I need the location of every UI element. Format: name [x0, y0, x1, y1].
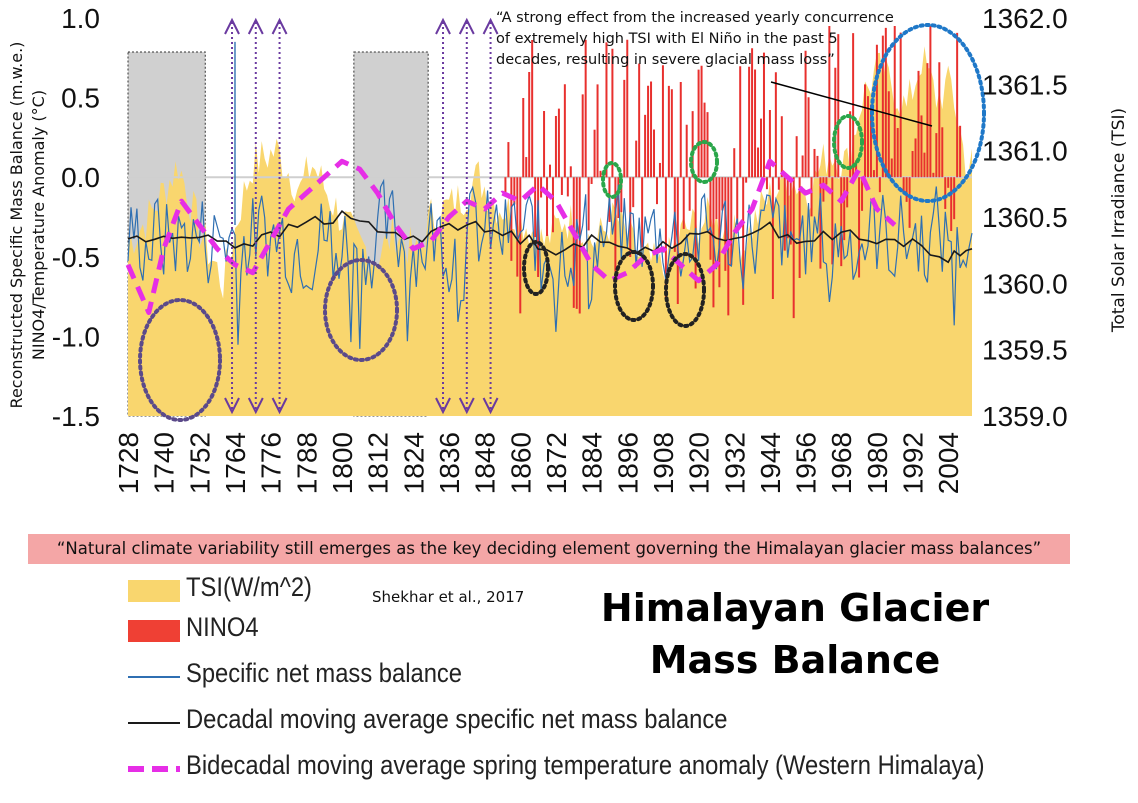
title-line-2: Mass Balance [649, 638, 941, 682]
quote-text: “Natural climate variability still emerg… [56, 539, 1042, 558]
arrow-head-up [458, 17, 475, 35]
x-tick-label: 1884 [577, 432, 608, 494]
arrow-head-down [435, 397, 451, 415]
double-arrow-2 [271, 17, 288, 415]
tsi-area [128, 46, 972, 416]
legend-label-tsi: TSI(W/m^2) [186, 572, 312, 602]
y-left-tick-label: -1.5 [52, 401, 100, 432]
decadal-average-line [127, 209, 973, 264]
legend-label-specific: Specific net mass balance [186, 658, 463, 688]
specific-mass-balance-line [127, 178, 973, 349]
legend-swatch-decadal [128, 722, 180, 724]
legend-swatch-specific [128, 676, 180, 678]
x-tick-label: 1908 [648, 432, 679, 494]
annotation-pointer [770, 81, 933, 127]
x-tick-label: 1968 [826, 432, 857, 494]
x-tick-label: 1932 [719, 432, 750, 494]
legend-label-decadal: Decadal moving average specific net mass… [186, 704, 728, 734]
arrow-head-down [482, 397, 499, 415]
y-right-axis-title: Total Solar Irradiance (TSI) [1109, 108, 1129, 333]
ellipse-purple-2 [323, 258, 399, 362]
arrow-head-up [224, 17, 240, 35]
ellipse-green-2 [689, 140, 719, 184]
x-tick-label: 1764 [220, 432, 251, 494]
x-tick-label: 1920 [684, 432, 715, 494]
y-left-tick-label: 1.0 [61, 3, 100, 34]
x-tick-label: 1896 [612, 432, 643, 494]
y-left-tick-label: -1.0 [52, 321, 100, 352]
x-tick-label: 1752 [184, 432, 215, 494]
y-right-tick-label: 1362.0 [982, 3, 1068, 34]
x-tick-label: 1740 [149, 432, 180, 494]
arrow-head-up [247, 17, 264, 35]
y-right-tick-label: 1359.5 [982, 335, 1068, 366]
ellipse-green-3 [832, 114, 864, 170]
arrow-head-down [224, 397, 240, 415]
x-tick-label: 1836 [434, 432, 465, 494]
ellipse-black-1 [522, 240, 550, 296]
ellipse-green-1 [601, 161, 623, 199]
x-tick-label: 1848 [470, 432, 501, 494]
annotation-line-2: of extremely high TSI with El Niño in th… [496, 31, 838, 47]
citation: Shekhar et al., 2017 [372, 588, 525, 606]
y-left-tick-label: -0.5 [52, 242, 100, 273]
legend-swatch-tsi [128, 580, 180, 602]
arrow-head-down [271, 397, 288, 415]
title-line-1: Himalayan Glacier [600, 586, 990, 630]
y-left-axis-title-1: Reconstructed Specific Mass Balance (m.w… [7, 42, 26, 409]
ellipse-purple-1 [138, 298, 222, 422]
x-tick-label: 1872 [541, 432, 572, 494]
axes-layer: 1.0 0.5 0.0 -0.5 -1.0 -1.5 1362.0 1361.5 1361.0 1… [7, 3, 1129, 494]
y-right-tick-label: 1359.0 [982, 401, 1068, 432]
y-left-tick-label: 0.0 [61, 162, 100, 193]
x-tick-label: 1812 [363, 432, 394, 494]
annotation-quote: “A strong effect from the increased year… [496, 8, 956, 71]
x-tick-label: 1980 [862, 432, 893, 494]
x-tick-label: 1956 [791, 432, 822, 494]
double-arrow-5 [482, 17, 499, 415]
x-tick-label: 2004 [933, 432, 964, 494]
chart-title: Himalayan Glacier Mass Balance [580, 582, 1010, 686]
y-right-tick-label: 1361.0 [982, 136, 1068, 167]
annotation-line-3: decades, resulting in severe glacial mas… [496, 52, 835, 68]
x-tick-label: 1992 [898, 432, 929, 494]
x-tick-label: 1824 [398, 432, 429, 494]
y-right-tick-label: 1361.5 [982, 69, 1068, 100]
arrow-head-up [435, 17, 451, 35]
arrow-head-up [271, 17, 288, 35]
double-arrow-3 [435, 17, 451, 415]
annotation-line-1: “A strong effect from the increased year… [496, 10, 894, 26]
y-right-tick-label: 1360.0 [982, 268, 1068, 299]
arrow-head-up [482, 17, 499, 35]
legend-label-nino4: NINO4 [186, 612, 259, 642]
legend-label-bidecadal: Bidecadal moving average spring temperat… [186, 750, 985, 780]
y-left-tick-label: 0.5 [61, 83, 100, 114]
y-right-tick-label: 1360.5 [982, 202, 1068, 233]
x-tick-label: 1944 [755, 432, 786, 494]
ellipse-blue-highlight [870, 23, 986, 203]
quote-banner: “Natural climate variability still emerg… [28, 534, 1070, 564]
legend-swatch-bidecadal [128, 766, 180, 772]
x-tick-label: 1728 [113, 432, 144, 494]
annotation-marks-layer [138, 17, 986, 422]
legend-swatch-nino4 [128, 620, 180, 642]
double-arrow-1 [247, 17, 264, 415]
x-tick-label: 1860 [505, 432, 536, 494]
x-tick-label: 1776 [256, 432, 287, 494]
double-arrow-4 [458, 17, 475, 415]
chart: 1.0 0.5 0.0 -0.5 -1.0 -1.5 1362.0 1361.5 1361.0 1… [7, 3, 1129, 494]
ellipse-black-3 [664, 252, 706, 328]
double-arrow-0 [224, 17, 240, 415]
x-tick-label: 1800 [327, 432, 358, 494]
ellipse-black-2 [613, 250, 655, 322]
arrow-head-down [247, 397, 264, 415]
x-tick-label: 1788 [291, 432, 322, 494]
arrow-head-down [458, 397, 475, 415]
decadal-average-layer [127, 209, 973, 264]
y-left-axis-title-2: NINO4/Temperature Anomaly (°C) [29, 90, 48, 360]
specific-mass-balance-layer [127, 41, 973, 349]
